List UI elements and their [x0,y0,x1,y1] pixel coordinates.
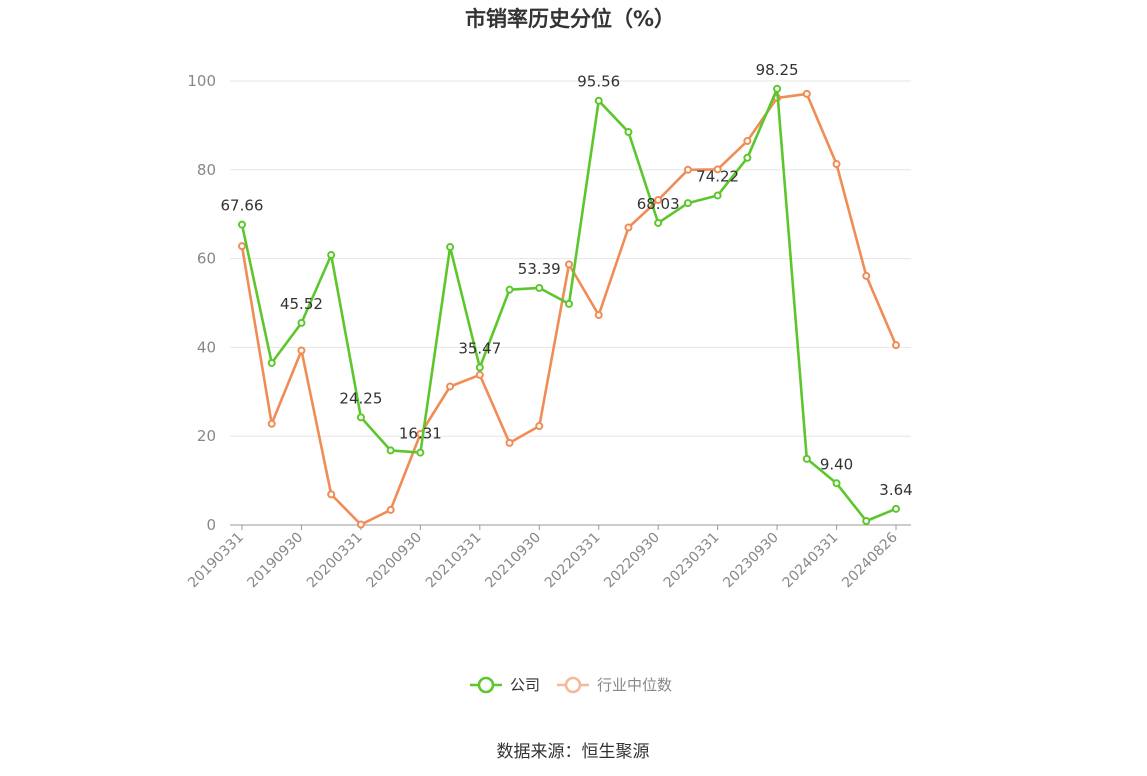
data-point [892,504,900,513]
y-tick-label: 80 [197,161,216,179]
data-point [594,310,603,319]
data-point [683,199,692,208]
data-point [802,454,811,463]
data-point [832,479,841,488]
data-point [624,223,633,232]
data-label: 16.31 [399,425,442,443]
data-point [238,220,246,229]
legend[interactable]: 公司 行业中位数 [470,676,672,694]
data-point [565,299,573,308]
legend-marker [564,676,582,694]
data-point [743,153,752,162]
legend-item-0[interactable]: 公司 [470,676,540,694]
x-tick-label: 20240826 [839,529,901,591]
y-tick-label: 60 [197,250,216,268]
data-point [238,242,246,251]
data-label: 9.40 [820,455,853,473]
data-point [505,285,514,294]
y-tick-label: 20 [197,427,216,445]
data-label: 67.66 [221,197,264,215]
data-point [446,243,455,252]
data-label: 95.56 [577,73,620,91]
data-label: 53.39 [518,260,561,278]
legend-label: 行业中位数 [597,676,672,694]
chart-title: 市销率历史分位（%） [465,7,675,31]
x-tick-label: 20230930 [720,530,782,592]
data-point [297,318,306,327]
data-label: 98.25 [756,61,799,79]
data-point [475,370,484,379]
data-point [654,218,663,227]
x-tick-label: 20230331 [661,530,723,592]
x-tick-label: 20210331 [423,530,485,592]
x-tick-label: 20220930 [601,530,663,592]
y-tick-label: 40 [197,338,216,356]
legend-item-1[interactable]: 行业中位数 [557,676,672,694]
data-point [297,346,306,355]
data-point [654,195,663,204]
data-labels: 67.66 45.52 24.25 16.31 35.47 53.39 95.56 68.03… [221,61,913,499]
data-point [713,165,722,174]
x-tick-label: 20220331 [542,530,604,592]
data-point [862,517,871,526]
legend-marker [477,676,495,694]
data-point [327,251,336,260]
data-label: 68.03 [637,195,680,213]
data-point [535,283,544,292]
data-point [743,136,752,145]
data-point [535,421,544,430]
data-point [356,413,365,422]
legend-label: 公司 [510,676,540,694]
data-point [416,448,425,457]
x-tick-label: 20200930 [363,530,425,592]
data-label: 45.52 [280,295,323,313]
x-tick-label: 20200331 [304,530,366,592]
y-axis-ticks: 0 20 40 60 80 100 [187,72,216,534]
data-point [475,363,484,372]
data-point [713,191,722,200]
data-point [624,128,633,137]
data-point [802,89,811,98]
data-label: 74.22 [696,167,739,185]
x-tick-label: 20210930 [482,530,544,592]
data-label: 24.25 [339,389,382,407]
data-label: 3.64 [879,481,912,499]
data-point [892,341,900,350]
x-tick-label: 20190331 [185,530,247,592]
data-point [386,505,395,514]
data-point [862,271,871,280]
source-text: 数据来源：恒生聚源 [497,742,650,762]
y-tick-label: 100 [187,72,216,90]
data-point [565,260,573,269]
data-point [505,438,514,447]
data-point [773,84,782,93]
x-tick-label: 20240331 [780,530,842,592]
data-label: 35.47 [458,340,501,358]
data-point [267,358,276,367]
series-group [238,84,900,529]
data-point [386,446,395,455]
data-point [327,490,336,499]
x-tick-label: 20190930 [245,530,307,592]
x-axis-ticks: 2019033120190930202003312020093020210331… [185,525,901,591]
data-point [356,520,365,529]
data-point [267,419,276,428]
data-point [446,382,455,391]
data-point [683,165,692,174]
data-point [832,160,841,169]
y-tick-label: 0 [206,516,216,534]
data-point [594,96,603,105]
